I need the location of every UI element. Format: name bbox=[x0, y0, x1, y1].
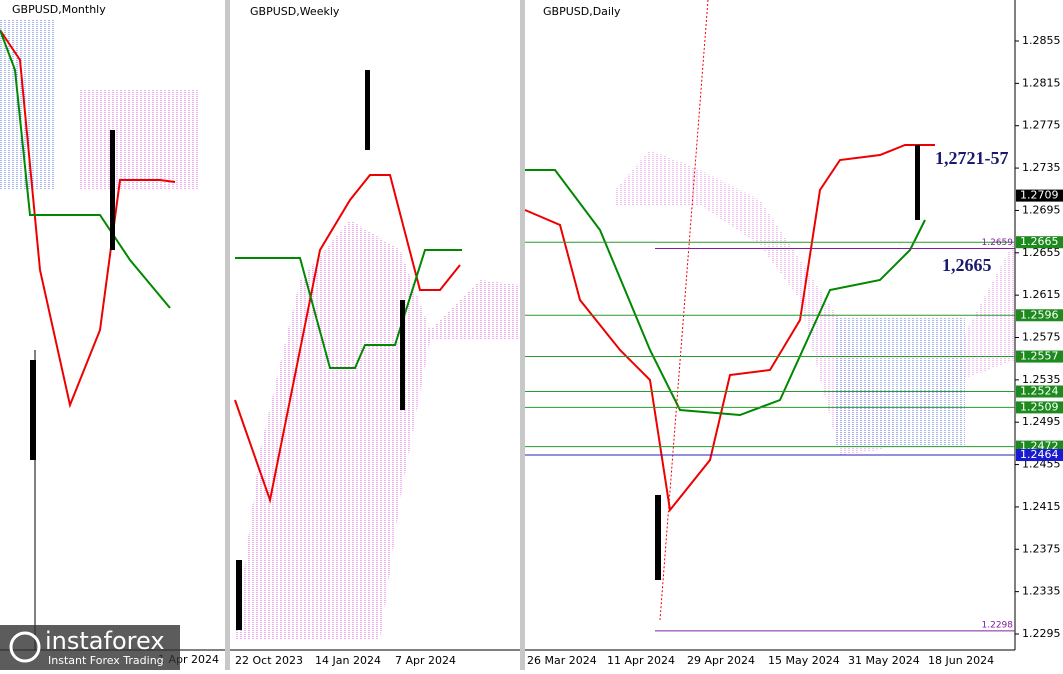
annotation: 1,2721-57 bbox=[935, 148, 1009, 168]
level-label: 1.2557 bbox=[1020, 350, 1059, 363]
price-label: 1.2535 bbox=[1022, 373, 1061, 386]
level-box bbox=[1016, 236, 1063, 249]
price-label: 1.2615 bbox=[1022, 288, 1061, 301]
level-box bbox=[1016, 449, 1063, 462]
price-label: 1.2855 bbox=[1022, 34, 1061, 47]
price-label: 1.2735 bbox=[1022, 161, 1061, 174]
x-label: 15 May 2024 bbox=[768, 654, 840, 667]
x-label: 26 Mar 2024 bbox=[527, 654, 597, 667]
panel-title: GBPUSD,Monthly bbox=[12, 3, 106, 16]
x-label: 7 Apr 2024 bbox=[395, 654, 456, 667]
watermark-tagline: Instant Forex Trading bbox=[48, 654, 164, 667]
x-label: 14 Jan 2024 bbox=[315, 654, 381, 667]
panel-title: GBPUSD,Daily bbox=[543, 5, 621, 18]
x-label: 11 Apr 2024 bbox=[607, 654, 675, 667]
x-label: 31 May 2024 bbox=[848, 654, 920, 667]
watermark-logo bbox=[9, 631, 41, 663]
level-box bbox=[1016, 385, 1063, 398]
price-label: 1.2575 bbox=[1022, 331, 1061, 344]
weekly-chart bbox=[234, 70, 520, 640]
level-label: 1.2524 bbox=[1020, 385, 1059, 398]
level-box bbox=[1016, 350, 1063, 363]
price-label: 1.2815 bbox=[1022, 76, 1061, 89]
level-box bbox=[1016, 309, 1063, 322]
price-label: 1.2655 bbox=[1022, 246, 1061, 259]
level-label: 1.2509 bbox=[1020, 400, 1059, 413]
mark-label: 1.2298 bbox=[982, 620, 1014, 630]
price-label: 1.2295 bbox=[1022, 627, 1061, 640]
price-label: 1.2375 bbox=[1022, 542, 1061, 555]
monthly-chart bbox=[0, 20, 200, 650]
level-label: 1.2464 bbox=[1020, 448, 1059, 461]
panel-title: GBPUSD,Weekly bbox=[250, 5, 340, 18]
price-label: 1.2775 bbox=[1022, 119, 1061, 132]
x-label: 18 Jun 2024 bbox=[928, 654, 994, 667]
price-label: 1.2695 bbox=[1022, 203, 1061, 216]
current-price: 1.2709 bbox=[1020, 189, 1059, 202]
mark-label: 1.2659 bbox=[982, 238, 1014, 248]
price-label: 1.2495 bbox=[1022, 415, 1061, 428]
level-label: 1.2665 bbox=[1020, 235, 1059, 248]
level-box bbox=[1016, 401, 1063, 414]
level-label: 1.2596 bbox=[1020, 308, 1059, 321]
price-label: 1.2415 bbox=[1022, 500, 1061, 513]
price-box bbox=[1016, 189, 1063, 202]
x-label: 22 Oct 2023 bbox=[235, 654, 303, 667]
daily-chart bbox=[524, 0, 1015, 621]
x-label: 29 Apr 2024 bbox=[687, 654, 755, 667]
price-label: 1.2335 bbox=[1022, 585, 1061, 598]
watermark-brand: instaforex bbox=[45, 627, 165, 655]
annotation: 1,2665 bbox=[942, 255, 992, 275]
